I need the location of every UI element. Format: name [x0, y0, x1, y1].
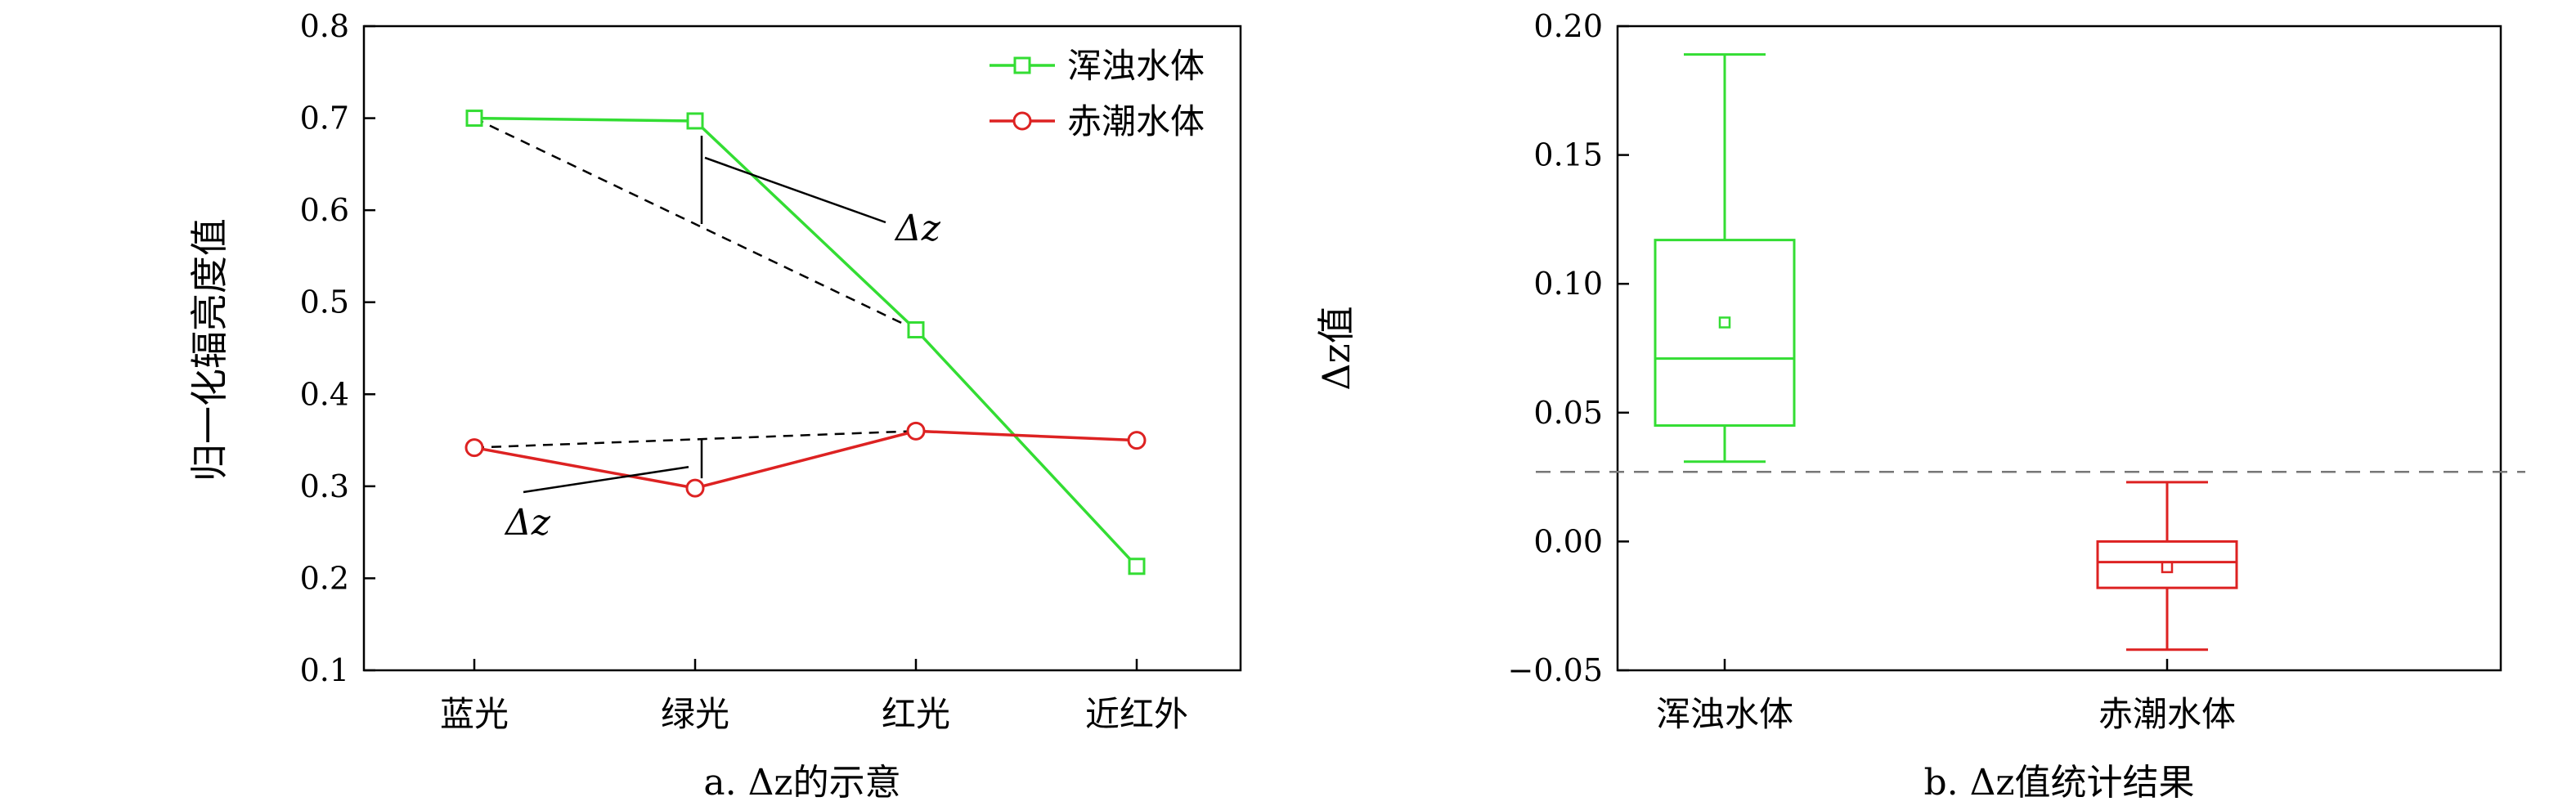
panel-a-x-axis: 蓝光 绿光 红光 近红外 [440, 659, 1188, 734]
y-tick-label: 0.05 [1533, 395, 1603, 431]
panel-b-plot-frame [1616, 25, 2502, 672]
y-tick-label: 0.20 [1533, 8, 1603, 44]
box-iqr [2096, 540, 2238, 589]
x-tick-label: 蓝光 [440, 694, 509, 734]
y-tick-label: 0.3 [300, 468, 349, 504]
data-point [685, 478, 705, 498]
panel-a-annotations: Δz Δz [504, 156, 941, 544]
legend-entry: 浑浊水体 [1067, 46, 1205, 86]
x-tick-label: 浑浊水体 [1656, 694, 1793, 734]
panel-a-helper-lines [473, 117, 917, 479]
panel-b-x-axis: 浑浊水体 赤潮水体 [1656, 659, 2236, 734]
delta-z-leader [523, 466, 689, 494]
data-point [465, 110, 483, 128]
panel-a-series [464, 110, 1147, 575]
panel-a-caption: a. Δz的示意 [703, 762, 900, 804]
series-line-redtide [473, 429, 1138, 490]
y-tick-label: 0.5 [300, 284, 349, 320]
y-tick-label: −0.05 [1508, 652, 1603, 688]
x-tick-label: 绿光 [661, 694, 729, 734]
data-point [1127, 431, 1147, 450]
panel-b-y-label: Δz值 [1314, 306, 1358, 390]
legend-marker [1013, 56, 1031, 74]
x-tick-label: 近红外 [1085, 694, 1188, 734]
dashed-baseline [473, 430, 917, 449]
panel-b-boxes [1654, 53, 2238, 652]
y-tick-label: 0.00 [1533, 523, 1603, 559]
delta-z-leader [704, 156, 886, 224]
data-point [686, 112, 704, 130]
delta-z-label: Δz [894, 208, 941, 249]
delta-z-label: Δz [504, 502, 551, 544]
series-line-turbid [473, 116, 1138, 567]
box-redtide [2096, 481, 2238, 652]
y-tick-label: 0.1 [300, 652, 349, 688]
panel-a-line-chart: 0.1 0.2 0.3 0.4 0.5 0.6 0.7 0.8 蓝光 绿光 红光 近红外 ΔzΔz … [187, 8, 1242, 804]
data-point [1128, 557, 1146, 575]
mean-marker [1718, 316, 1731, 329]
y-tick-label: 0.4 [300, 376, 349, 412]
data-point [464, 438, 484, 458]
y-tick-label: 0.6 [300, 192, 349, 228]
data-point [907, 320, 925, 338]
panel-a-y-axis: 0.1 0.2 0.3 0.4 0.5 0.6 0.7 0.8 [300, 8, 375, 688]
y-tick-label: 0.10 [1533, 266, 1603, 302]
mean-marker [2161, 561, 2174, 574]
dashed-baseline [473, 117, 917, 331]
panel-b-caption: b. Δz值统计结果 [1923, 762, 2194, 804]
legend-marker [1012, 111, 1032, 131]
data-point [906, 421, 926, 441]
panel-a-y-label: 归一化辐亮度值 [187, 218, 231, 481]
x-tick-label: 红光 [882, 694, 950, 734]
panel-b-y-axis: −0.05 0.00 0.05 0.10 0.15 0.20 [1508, 8, 1629, 688]
y-tick-label: 0.7 [300, 101, 349, 137]
y-tick-label: 0.15 [1533, 137, 1603, 173]
panel-a-plot-frame [362, 25, 1242, 672]
y-tick-label: 0.2 [300, 560, 349, 596]
x-tick-label: 赤潮水体 [2098, 694, 2236, 734]
y-tick-label: 0.8 [300, 8, 349, 44]
box-iqr [1654, 239, 1796, 428]
legend-entry: 赤潮水体 [1067, 101, 1205, 141]
panel-b-box-plot: −0.05 0.00 0.05 0.10 0.15 0.20 浑浊水体 赤潮水体 Δz值 b… [1314, 8, 2525, 804]
box-turbid [1654, 53, 1796, 463]
